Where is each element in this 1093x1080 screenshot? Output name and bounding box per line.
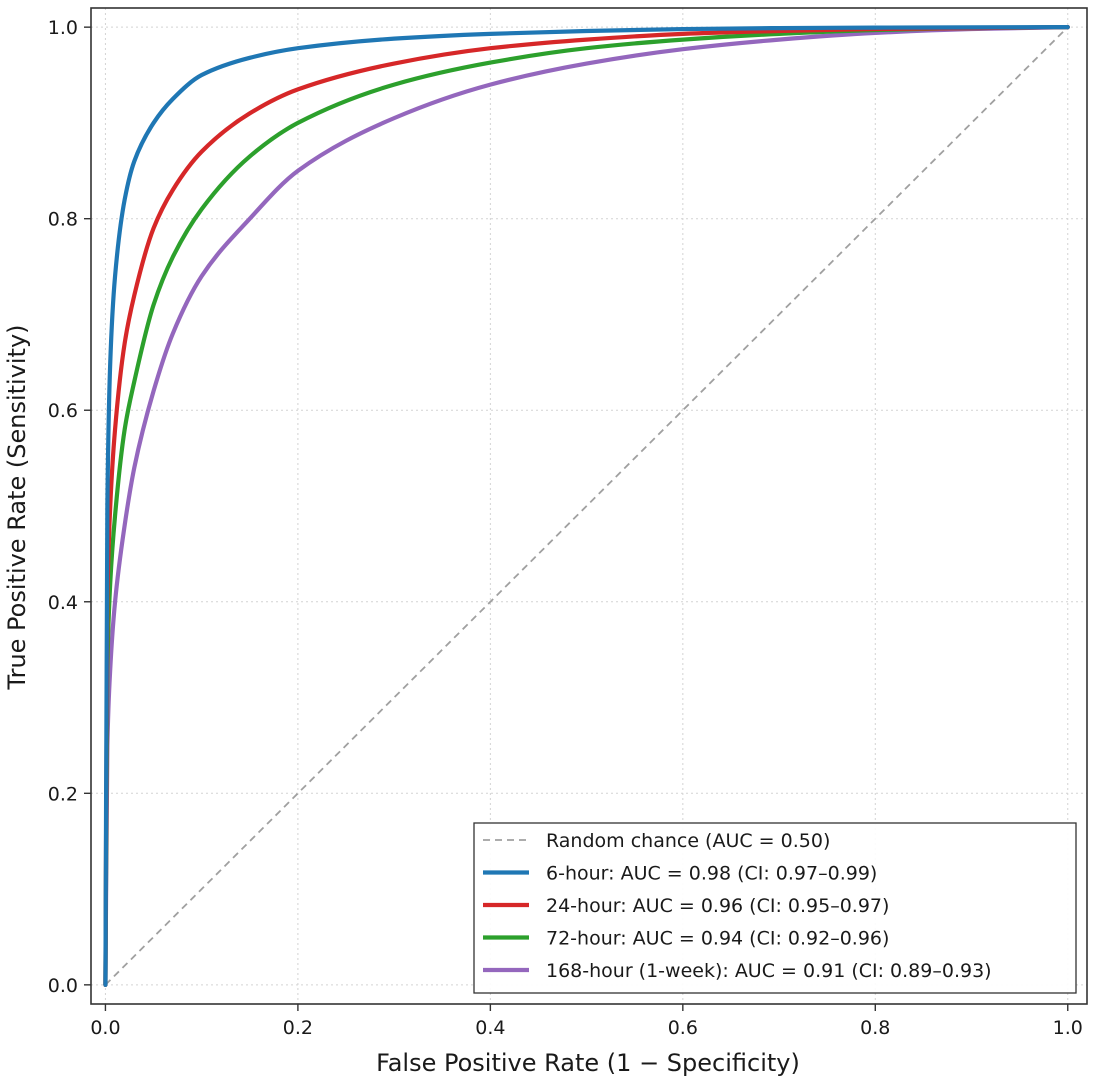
y-tick-label: 0.4 [48, 592, 78, 614]
x-tick-label: 0.0 [90, 1017, 120, 1039]
x-tick-label: 0.2 [283, 1017, 313, 1039]
y-tick-label: 0.2 [48, 783, 78, 805]
legend-label-series-3: 168-hour (1-week): AUC = 0.91 (CI: 0.89–… [546, 960, 992, 982]
legend-label-series-0: 6-hour: AUC = 0.98 (CI: 0.97–0.99) [546, 863, 877, 885]
y-tick-label: 0.8 [48, 209, 78, 231]
x-tick-label: 0.4 [475, 1017, 505, 1039]
y-axis-title: True Positive Rate (Sensitivity) [3, 324, 31, 690]
legend: Random chance (AUC = 0.50) 6-hour: AUC = … [473, 822, 1077, 994]
x-tick-label: 1.0 [1053, 1017, 1083, 1039]
axis-ticks: 0.0 0.2 0.4 0.6 0.8 1.0 0.0 0.2 0.4 0.6 0.8 1.0 [48, 17, 1083, 1039]
roc-curve-series-1 [103, 25, 1070, 987]
legend-label-series-2: 72-hour: AUC = 0.94 (CI: 0.92–0.96) [546, 928, 889, 950]
roc-curve-series-2 [103, 25, 1070, 987]
roc-curve-series-3 [103, 25, 1070, 987]
roc-curve-series-0 [103, 25, 1070, 987]
legend-items: Random chance (AUC = 0.50) 6-hour: AUC = … [483, 830, 992, 982]
x-tick-label: 0.8 [860, 1017, 890, 1039]
x-axis-title: False Positive Rate (1 − Specificity) [376, 1049, 800, 1077]
x-tick-label: 0.6 [668, 1017, 698, 1039]
axes-frame [90, 7, 1088, 1005]
y-tick-label: 0.0 [48, 975, 78, 997]
random-chance-line [104, 26, 1069, 986]
legend-box [473, 822, 1077, 994]
legend-label-series-1: 24-hour: AUC = 0.96 (CI: 0.95–0.97) [546, 895, 889, 917]
y-tick-label: 0.6 [48, 400, 78, 422]
legend-label-random-chance: Random chance (AUC = 0.50) [546, 830, 830, 852]
roc-curves [103, 25, 1070, 987]
y-tick-label: 1.0 [48, 17, 78, 39]
